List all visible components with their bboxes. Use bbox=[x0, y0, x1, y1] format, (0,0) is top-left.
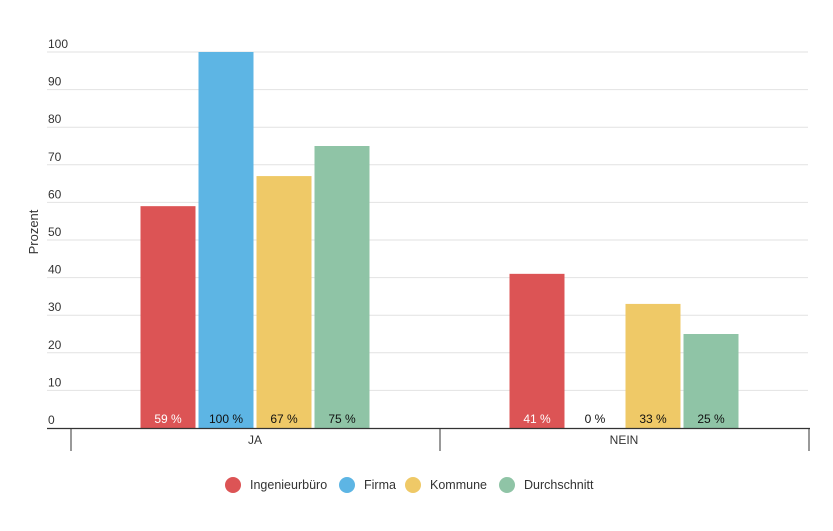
bar-value-label: 33 % bbox=[639, 412, 667, 426]
bar-nein-3 bbox=[683, 334, 739, 428]
legend-label: Kommune bbox=[430, 478, 487, 492]
y-tick-label: 60 bbox=[48, 187, 62, 201]
legend-swatch bbox=[499, 477, 515, 493]
bar-nein-0 bbox=[509, 273, 565, 428]
x-axis: JA NEIN bbox=[47, 427, 810, 451]
y-axis-ticks: 0 10 20 30 40 50 60 70 80 90 100 bbox=[48, 37, 68, 427]
bar-value-label: 41 % bbox=[523, 412, 551, 426]
legend-label: Durchschnitt bbox=[524, 478, 594, 492]
y-tick-label: 80 bbox=[48, 112, 62, 126]
legend-item: Durchschnitt bbox=[499, 477, 594, 493]
y-tick-label: 100 bbox=[48, 37, 68, 51]
bar-value-label: 67 % bbox=[270, 412, 298, 426]
y-tick-label: 70 bbox=[48, 150, 62, 164]
bar-value-label: 59 % bbox=[154, 412, 182, 426]
x-category-label: JA bbox=[248, 433, 262, 447]
bar-ja-1 bbox=[198, 52, 254, 428]
legend-swatch bbox=[339, 477, 355, 493]
y-tick-label: 0 bbox=[48, 413, 55, 427]
legend-label: Firma bbox=[364, 478, 396, 492]
y-tick-label: 50 bbox=[48, 225, 62, 239]
bars bbox=[140, 52, 739, 428]
y-axis-label: Prozent bbox=[26, 209, 41, 254]
bar-value-label: 75 % bbox=[328, 412, 356, 426]
legend-swatch bbox=[405, 477, 421, 493]
bar-nein-2 bbox=[625, 303, 681, 428]
bar-ja-0 bbox=[140, 206, 196, 428]
bar-ja-2 bbox=[256, 176, 312, 428]
y-tick-label: 30 bbox=[48, 300, 62, 314]
legend-item: Kommune bbox=[405, 477, 487, 493]
bar-labels: 59 % 100 % 67 % 75 % 41 % 0 % 33 % 25 % bbox=[154, 412, 725, 426]
bar-ja-3 bbox=[314, 146, 370, 428]
legend: Ingenieurbüro Firma Kommune Durchschnitt bbox=[225, 477, 594, 493]
bar-value-label: 0 % bbox=[585, 412, 606, 426]
bar-value-label: 100 % bbox=[209, 412, 243, 426]
legend-label: Ingenieurbüro bbox=[250, 478, 327, 492]
y-tick-label: 10 bbox=[48, 375, 62, 389]
y-tick-label: 90 bbox=[48, 75, 62, 89]
y-tick-label: 20 bbox=[48, 338, 62, 352]
bar-value-label: 25 % bbox=[697, 412, 725, 426]
y-tick-label: 40 bbox=[48, 263, 62, 277]
legend-item: Ingenieurbüro bbox=[225, 477, 327, 493]
x-category-label: NEIN bbox=[610, 433, 639, 447]
legend-swatch bbox=[225, 477, 241, 493]
legend-item: Firma bbox=[339, 477, 396, 493]
